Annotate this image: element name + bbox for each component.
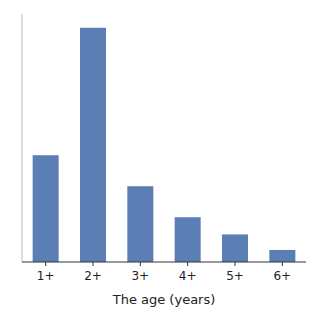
bar bbox=[269, 250, 295, 262]
x-tick bbox=[282, 262, 283, 266]
x-tick bbox=[235, 262, 236, 266]
x-tick bbox=[45, 262, 46, 266]
bar bbox=[33, 155, 59, 262]
bars bbox=[33, 28, 296, 262]
x-tick-label: 3+ bbox=[131, 269, 149, 283]
x-tick bbox=[140, 262, 141, 266]
x-tick-label: 6+ bbox=[273, 269, 291, 283]
bar bbox=[80, 28, 106, 262]
x-tick bbox=[187, 262, 188, 266]
bar bbox=[175, 217, 201, 262]
chart: 1+ 2+ 3+ 4+ 5+ 6+ The age (years) bbox=[0, 0, 320, 320]
x-tick-label: 5+ bbox=[226, 269, 244, 283]
chart-container: 1+ 2+ 3+ 4+ 5+ 6+ The age (years) bbox=[0, 0, 320, 320]
x-tick-label: 1+ bbox=[37, 269, 55, 283]
x-axis-line bbox=[22, 262, 306, 263]
y-axis-line bbox=[22, 14, 23, 262]
x-tick bbox=[93, 262, 94, 266]
bar bbox=[127, 186, 153, 262]
x-tick-label: 4+ bbox=[179, 269, 197, 283]
x-tick-label: 2+ bbox=[84, 269, 102, 283]
x-axis-label: The age (years) bbox=[112, 292, 216, 307]
bar bbox=[222, 234, 248, 262]
